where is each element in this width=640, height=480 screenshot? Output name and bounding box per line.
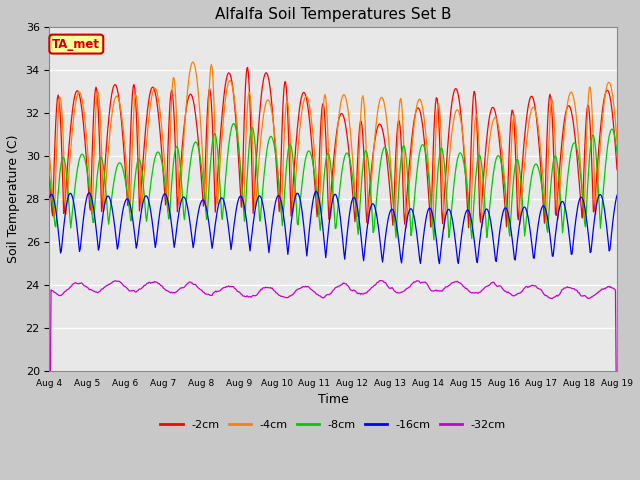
-8cm <box>56 172 63 178</box>
-2cm <box>115 91 122 96</box>
Line: -8cm: -8cm <box>49 123 617 240</box>
-2cm <box>465 225 472 230</box>
-8cm <box>430 237 438 243</box>
-4cm <box>440 226 448 231</box>
Line: -16cm: -16cm <box>49 192 617 264</box>
Y-axis label: Soil Temperature (C): Soil Temperature (C) <box>7 135 20 264</box>
Line: -32cm: -32cm <box>49 281 617 480</box>
-32cm <box>403 286 411 291</box>
-2cm <box>403 190 411 196</box>
-4cm <box>56 95 63 101</box>
-16cm <box>436 261 444 266</box>
-2cm <box>244 65 252 71</box>
Line: -2cm: -2cm <box>49 68 617 228</box>
-2cm <box>172 157 180 163</box>
-4cm <box>115 95 122 101</box>
-16cm <box>115 243 122 249</box>
-2cm <box>45 174 53 180</box>
-32cm <box>420 279 428 285</box>
-2cm <box>420 132 428 137</box>
-4cm <box>189 59 197 65</box>
-8cm <box>403 165 411 171</box>
-4cm <box>45 151 53 157</box>
-2cm <box>613 167 621 173</box>
-16cm <box>172 233 180 239</box>
-16cm <box>56 242 63 248</box>
-16cm <box>312 189 320 194</box>
-16cm <box>420 232 428 238</box>
-8cm <box>172 145 180 151</box>
-4cm <box>172 97 180 103</box>
Legend: -2cm, -4cm, -8cm, -16cm, -32cm: -2cm, -4cm, -8cm, -16cm, -32cm <box>156 415 511 434</box>
-16cm <box>613 192 621 198</box>
-32cm <box>115 278 122 284</box>
-8cm <box>420 143 428 148</box>
-4cm <box>420 111 428 117</box>
-8cm <box>230 120 237 126</box>
-8cm <box>115 161 122 167</box>
Title: Alfalfa Soil Temperatures Set B: Alfalfa Soil Temperatures Set B <box>215 7 451 22</box>
-16cm <box>45 194 53 200</box>
-8cm <box>45 175 53 181</box>
-32cm <box>172 289 180 295</box>
Text: TA_met: TA_met <box>52 37 100 50</box>
-32cm <box>56 293 63 299</box>
-2cm <box>56 103 63 109</box>
-16cm <box>403 216 411 222</box>
-4cm <box>203 176 211 181</box>
-2cm <box>202 149 210 155</box>
-16cm <box>202 203 210 209</box>
-4cm <box>613 139 621 144</box>
X-axis label: Time: Time <box>318 393 349 406</box>
-32cm <box>376 278 384 284</box>
-8cm <box>202 207 210 213</box>
-8cm <box>613 150 621 156</box>
-4cm <box>403 214 411 219</box>
Line: -4cm: -4cm <box>49 62 617 228</box>
-32cm <box>202 291 210 297</box>
